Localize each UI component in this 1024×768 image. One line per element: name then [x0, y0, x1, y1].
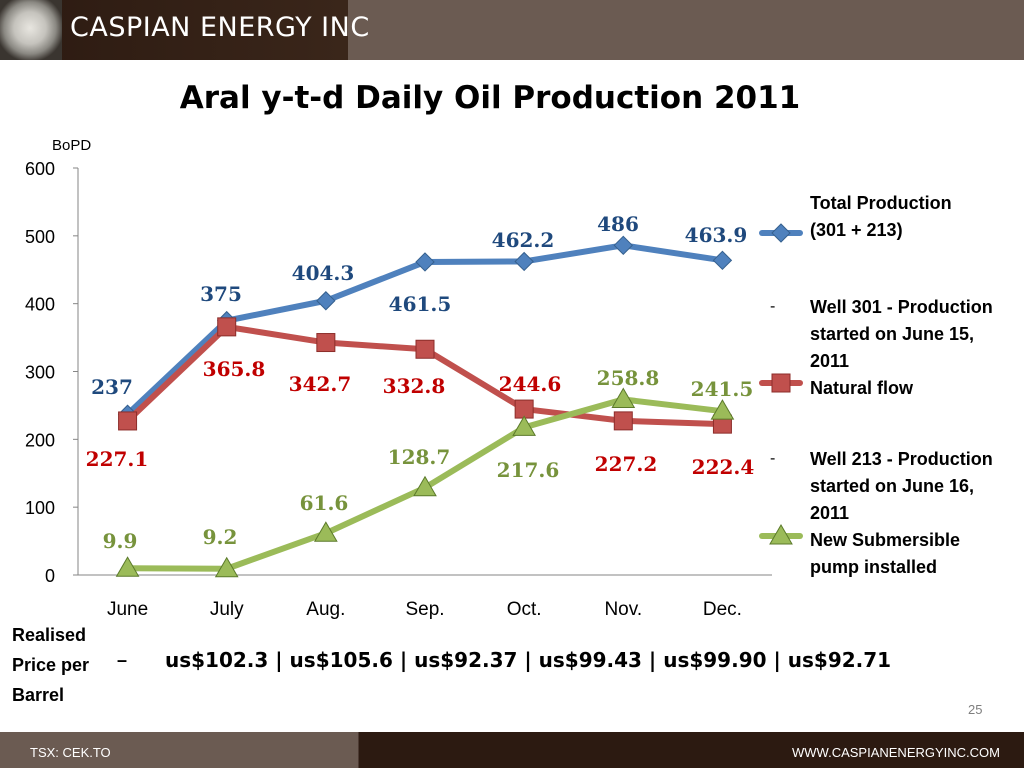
data-label: 237	[91, 375, 133, 399]
data-label: 9.2	[203, 525, 238, 549]
price-separator: –	[117, 650, 128, 670]
data-label: 342.7	[289, 372, 352, 396]
x-tick-label: Dec.	[703, 599, 742, 620]
data-label: 461.5	[389, 292, 452, 316]
legend-well301-line2: started on June 15,	[810, 324, 975, 344]
data-point-marker	[413, 475, 437, 497]
footer-website: WWW.CASPIANENERGYINC.COM	[791, 745, 1000, 760]
x-tick-label: Sep.	[405, 599, 444, 620]
data-point-marker	[710, 399, 735, 420]
data-label: 332.8	[383, 374, 446, 398]
y-tick-label: 400	[25, 295, 55, 315]
data-point-marker	[313, 521, 338, 542]
price-label-line1: Realised	[12, 625, 87, 645]
legend-marker-2	[771, 373, 791, 393]
data-point-marker	[217, 317, 237, 337]
legend-well301-dash: -	[770, 298, 776, 315]
legend-marker-3	[769, 524, 793, 545]
data-point-marker	[613, 411, 633, 431]
legend-marker-1	[771, 223, 791, 243]
data-point-marker	[512, 415, 537, 436]
footer-bar	[0, 732, 1024, 768]
data-point-marker	[514, 399, 534, 419]
data-label: 462.2	[492, 228, 555, 252]
legend-well301-line4: Natural flow	[810, 378, 914, 398]
x-tick-label: Oct.	[507, 599, 542, 620]
y-tick-label: 600	[25, 159, 55, 179]
price-label-line2: Price per	[12, 655, 90, 675]
legend-well301: Well 301 - Production started on June 15…	[810, 294, 993, 402]
legend-total-production: Total Production (301 + 213)	[810, 190, 952, 244]
data-point-marker	[415, 339, 435, 359]
y-tick-label: 0	[45, 566, 55, 586]
y-tick-label: 100	[25, 498, 55, 518]
data-label: 227.1	[86, 447, 149, 471]
slide-title: Aral y-t-d Daily Oil Production 2011	[179, 80, 801, 116]
data-label: 375	[200, 282, 242, 306]
data-point-marker	[514, 251, 534, 272]
data-label: 244.6	[499, 372, 562, 396]
data-point-marker	[712, 250, 733, 271]
legend-well213-line1: Well 213 - Production	[810, 449, 993, 469]
x-tick-label: Aug.	[306, 599, 345, 620]
data-label: 9.9	[103, 529, 138, 553]
legend-total-line1: Total Production	[810, 193, 952, 213]
data-point-marker	[611, 387, 636, 408]
data-label: 365.8	[203, 357, 266, 381]
x-tick-label: July	[210, 599, 244, 620]
data-point-marker	[316, 291, 336, 311]
legend-well213-dash: -	[770, 450, 776, 467]
legend-well213: Well 213 - Production started on June 16…	[810, 446, 993, 581]
company-logo-icon	[0, 0, 62, 60]
price-label: Realised Price per Barrel	[12, 620, 89, 710]
y-tick-label: 500	[25, 227, 55, 247]
y-axis-title: BoPD	[52, 137, 92, 154]
data-label: 222.4	[692, 455, 755, 479]
data-point-marker	[316, 333, 336, 353]
legend-well213-line2: started on June 16,	[810, 476, 975, 496]
data-label: 241.5	[691, 377, 754, 401]
legend-well213-line4: New Submersible	[810, 530, 961, 550]
production-line-chart: 0 100 200 300 400 500 600 June July Aug. Sep. Oct. N…	[25, 159, 803, 620]
y-tick-label: 200	[25, 430, 55, 450]
data-point-marker	[115, 556, 140, 577]
data-label: 486	[597, 212, 639, 236]
price-label-line3: Barrel	[12, 685, 65, 705]
price-values: us$102.3 | us$105.6 | us$92.37 | us$99.4…	[165, 648, 892, 672]
data-point-marker	[118, 411, 138, 431]
y-tick-label: 300	[25, 363, 55, 383]
x-tick-label: Nov.	[604, 599, 642, 620]
legend-total-line2: (301 + 213)	[810, 220, 903, 240]
x-tick-label: June	[107, 599, 148, 620]
data-label: 61.6	[300, 491, 349, 515]
data-label: 404.3	[292, 261, 355, 285]
legend-well213-line5: pump installed	[810, 557, 938, 577]
data-point-marker	[214, 556, 239, 578]
data-label: 227.2	[595, 452, 658, 476]
header-bar	[0, 0, 1024, 60]
page-number: 25	[968, 702, 983, 717]
legend-well301-line1: Well 301 - Production	[810, 297, 993, 317]
legend-well213-line3: 2011	[810, 503, 850, 523]
data-point-marker	[415, 252, 435, 272]
data-label: 463.9	[685, 223, 748, 247]
footer-ticker: TSX: CEK.TO	[30, 745, 111, 760]
legend-well301-line3: 2011	[810, 351, 850, 371]
company-name: CASPIAN ENERGY INC	[70, 12, 370, 43]
data-label: 128.7	[388, 445, 451, 469]
data-label: 217.6	[497, 458, 560, 482]
data-point-marker	[613, 235, 633, 256]
data-label: 258.8	[597, 366, 660, 390]
